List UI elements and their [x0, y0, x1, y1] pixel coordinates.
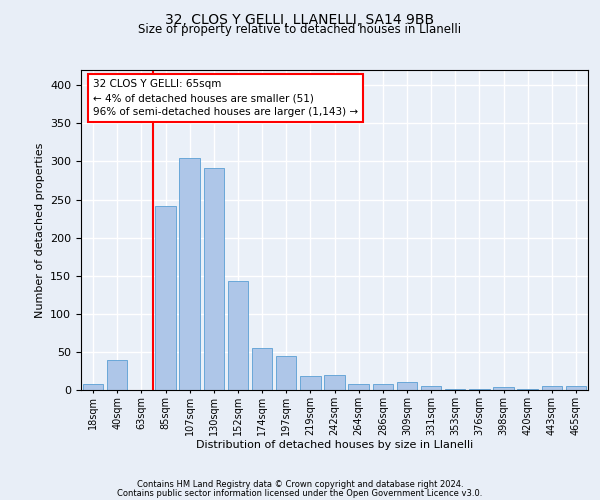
Bar — [227, 281, 248, 390]
Text: Contains HM Land Registry data © Crown copyright and database right 2024.: Contains HM Land Registry data © Crown c… — [137, 480, 463, 489]
Bar — [373, 384, 393, 390]
Text: 32, CLOS Y GELLI, LLANELLI, SA14 9BB: 32, CLOS Y GELLI, LLANELLI, SA14 9BB — [166, 12, 434, 26]
Bar — [107, 360, 127, 390]
Text: 32 CLOS Y GELLI: 65sqm
← 4% of detached houses are smaller (51)
96% of semi-deta: 32 CLOS Y GELLI: 65sqm ← 4% of detached … — [93, 79, 358, 117]
Text: Contains public sector information licensed under the Open Government Licence v3: Contains public sector information licen… — [118, 488, 482, 498]
Bar — [349, 384, 369, 390]
Bar — [203, 168, 224, 390]
Bar — [469, 389, 490, 390]
Y-axis label: Number of detached properties: Number of detached properties — [35, 142, 44, 318]
Text: Size of property relative to detached houses in Llanelli: Size of property relative to detached ho… — [139, 24, 461, 36]
Bar — [397, 382, 417, 390]
Bar — [566, 386, 586, 390]
Bar — [83, 384, 103, 390]
Bar — [517, 389, 538, 390]
Bar — [542, 386, 562, 390]
Bar — [300, 376, 320, 390]
Bar — [493, 387, 514, 390]
Bar — [252, 348, 272, 390]
Bar — [179, 158, 200, 390]
Bar — [445, 389, 466, 390]
Bar — [324, 375, 345, 390]
X-axis label: Distribution of detached houses by size in Llanelli: Distribution of detached houses by size … — [196, 440, 473, 450]
Bar — [421, 386, 442, 390]
Bar — [155, 206, 176, 390]
Bar — [276, 356, 296, 390]
